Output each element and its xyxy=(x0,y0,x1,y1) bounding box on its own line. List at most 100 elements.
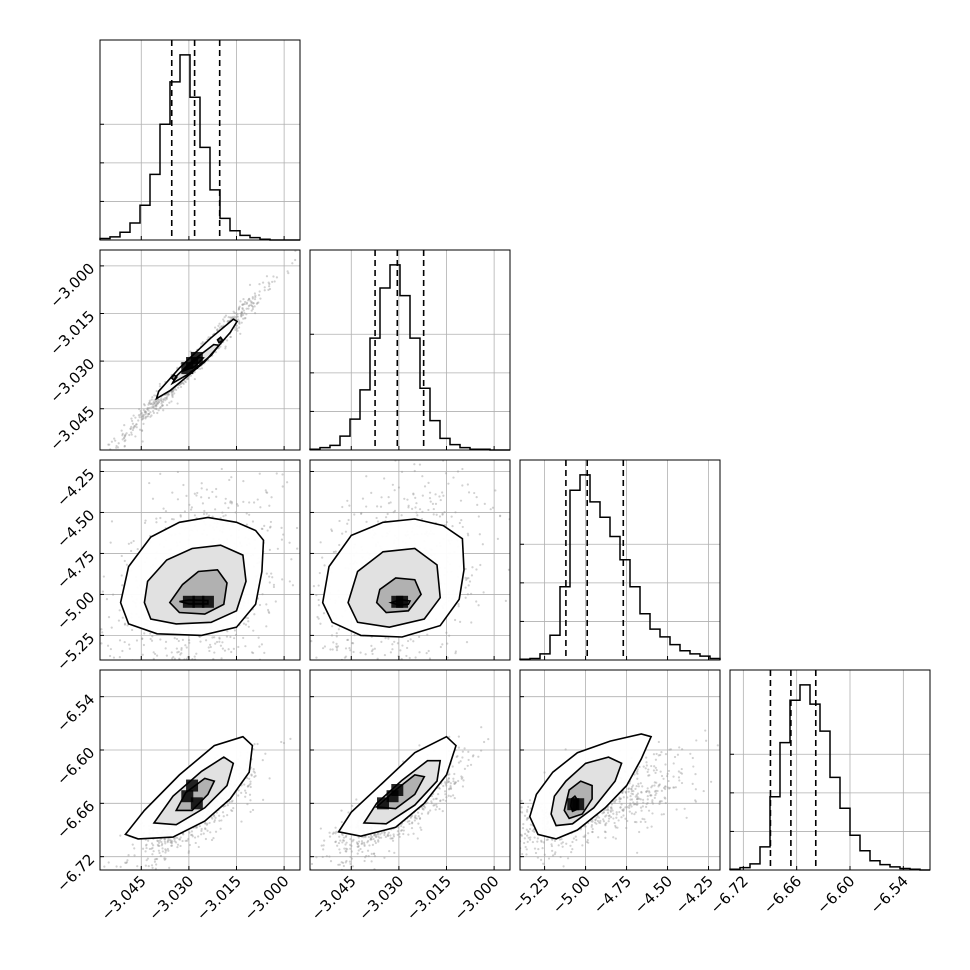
scatter-point xyxy=(232,806,235,810)
scatter-point xyxy=(230,500,234,504)
scatter-point xyxy=(413,819,416,822)
scatter-point xyxy=(373,833,377,836)
scatter-point xyxy=(156,840,160,843)
scatter-point xyxy=(143,404,146,407)
scatter-point xyxy=(448,787,451,790)
scatter-point xyxy=(247,299,250,302)
scatter-point xyxy=(248,513,251,516)
scatter-point xyxy=(204,827,207,831)
scatter-point xyxy=(371,843,375,846)
scatter-point xyxy=(158,382,161,386)
scatter-point xyxy=(259,506,262,509)
scatter-point xyxy=(171,390,174,393)
scatter-point xyxy=(133,847,136,850)
scatter-point xyxy=(132,427,135,430)
scatter-point xyxy=(392,835,396,838)
axis-frame xyxy=(99,39,301,241)
scatter-point xyxy=(231,315,234,319)
scatter-point xyxy=(425,652,428,655)
scatter-point xyxy=(157,401,160,404)
scatter-point xyxy=(558,838,561,841)
scatter-point xyxy=(334,876,336,878)
scatter-point xyxy=(135,423,138,426)
scatter-point xyxy=(118,656,121,659)
scatter-point xyxy=(412,492,415,495)
scatter-point xyxy=(323,839,326,842)
scatter-point xyxy=(250,304,254,308)
scatter-point xyxy=(340,664,342,666)
scatter-point xyxy=(398,835,401,838)
scatter-point xyxy=(267,288,270,291)
scatter-point xyxy=(376,520,380,523)
scatter-point xyxy=(147,839,150,842)
scatter-point xyxy=(444,790,447,793)
scatter-point xyxy=(398,832,401,835)
scatter-point xyxy=(161,850,164,853)
scatter-point xyxy=(170,842,173,845)
scatter-point xyxy=(504,599,507,603)
scatter-point xyxy=(325,855,328,858)
scatter-point xyxy=(482,740,486,744)
scatter-point xyxy=(449,795,452,798)
scatter-point xyxy=(174,836,177,839)
scatter-point xyxy=(280,740,283,744)
scatter-point xyxy=(434,493,437,496)
scatter-point xyxy=(149,632,152,635)
scatter-point xyxy=(453,782,456,785)
scatter-point xyxy=(272,583,276,586)
scatter-point xyxy=(264,752,267,755)
scatter-point xyxy=(441,491,444,494)
scatter-point xyxy=(229,500,232,503)
scatter-point xyxy=(357,845,360,848)
scatter-point xyxy=(152,877,154,879)
scatter-point xyxy=(444,472,448,475)
scatter-point xyxy=(329,860,333,863)
scatter-point xyxy=(158,667,160,669)
scatter-point xyxy=(599,821,602,825)
scatter-point xyxy=(121,432,124,435)
scatter-point xyxy=(153,398,156,402)
scatter-point xyxy=(133,425,137,428)
scatter-point xyxy=(434,502,438,505)
scatter-point xyxy=(467,577,470,580)
scatter-point xyxy=(211,490,214,494)
scatter-point xyxy=(202,832,205,835)
scatter-point xyxy=(255,302,259,305)
scatter-point xyxy=(173,392,176,395)
scatter-point xyxy=(135,423,138,426)
scatter-point xyxy=(124,434,127,437)
scatter-point xyxy=(442,798,445,801)
scatter-point xyxy=(151,396,154,399)
scatter-point xyxy=(241,307,244,310)
scatter-point xyxy=(164,399,167,402)
scatter-point xyxy=(667,779,670,783)
scatter-point xyxy=(335,632,338,635)
scatter-point xyxy=(334,826,337,829)
scatter-point xyxy=(165,396,168,399)
scatter-point xyxy=(614,824,617,827)
scatter-point xyxy=(344,655,348,658)
scatter-point xyxy=(457,603,460,606)
scatter-point xyxy=(147,865,150,868)
scatter-point xyxy=(369,836,373,840)
scatter-point xyxy=(101,631,104,634)
scatter-point xyxy=(252,302,255,305)
scatter-point xyxy=(187,377,190,381)
scatter-point xyxy=(609,810,612,813)
scatter-point xyxy=(230,502,233,505)
scatter-point xyxy=(226,630,229,633)
scatter-point xyxy=(322,886,324,888)
scatter-point xyxy=(631,785,634,789)
scatter-point xyxy=(673,755,677,759)
scatter-point xyxy=(224,497,227,500)
scatter-point xyxy=(161,404,164,407)
axis-frame xyxy=(309,249,511,451)
scatter-point xyxy=(156,400,159,403)
scatter-point xyxy=(351,804,354,807)
scatter-point xyxy=(207,514,211,517)
scatter-point xyxy=(245,523,248,526)
scatter-point xyxy=(241,303,244,306)
scatter-point xyxy=(225,635,229,638)
scatter-point xyxy=(247,620,250,623)
scatter-point xyxy=(139,409,142,413)
